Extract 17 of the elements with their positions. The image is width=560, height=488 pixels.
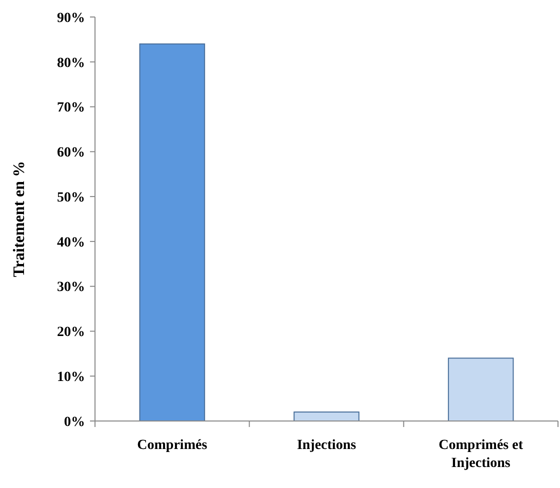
y-tick-label: 80% — [57, 56, 85, 71]
y-tick-label: 10% — [57, 370, 85, 386]
bar — [139, 43, 206, 422]
bar — [294, 412, 360, 422]
y-axis-title: Traitement en % — [11, 160, 28, 278]
y-tick-label: 20% — [57, 325, 85, 340]
y-tick-label: 40% — [57, 235, 85, 250]
x-tick-label: Comprimés — [137, 438, 208, 453]
y-tick-label: 70% — [57, 100, 85, 116]
y-tick-label: 30% — [57, 280, 85, 296]
bar — [448, 358, 514, 422]
x-tick-label: Injections — [296, 438, 357, 453]
y-tick-label: 50% — [57, 190, 85, 206]
x-tick-label: Comprimés et Injections — [438, 438, 524, 471]
y-tick-label: 90% — [57, 10, 85, 26]
y-tick-label: 60% — [57, 146, 85, 161]
y-tick-label: 0% — [64, 414, 85, 430]
